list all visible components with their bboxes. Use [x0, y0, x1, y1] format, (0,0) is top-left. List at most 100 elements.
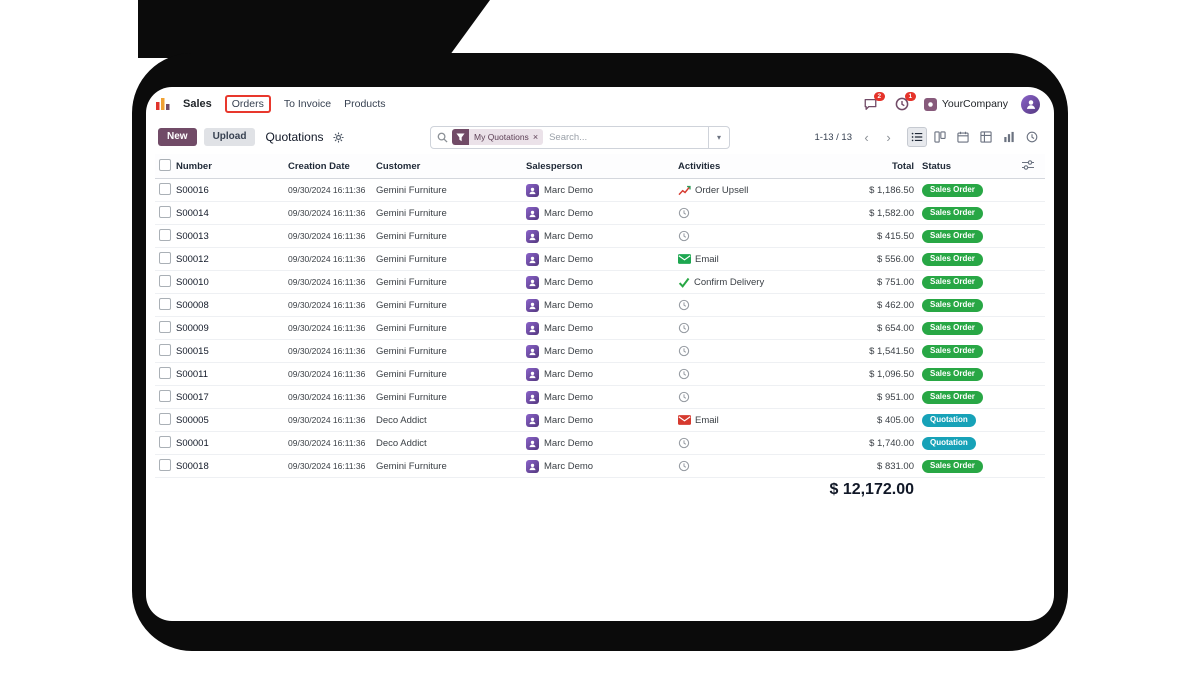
- cell-activity[interactable]: [675, 391, 819, 403]
- view-activity-button[interactable]: [1022, 127, 1042, 147]
- actions-gear-icon[interactable]: [331, 131, 346, 143]
- cell-activity[interactable]: Email: [675, 415, 819, 426]
- table-row[interactable]: S00018 09/30/2024 16:11:36 Gemini Furnit…: [155, 455, 1045, 478]
- table-row[interactable]: S00010 09/30/2024 16:11:36 Gemini Furnit…: [155, 271, 1045, 294]
- row-select-cell: [155, 366, 173, 382]
- column-header-total[interactable]: Total: [892, 160, 914, 172]
- row-checkbox[interactable]: [159, 320, 171, 333]
- table-row[interactable]: S00017 09/30/2024 16:11:36 Gemini Furnit…: [155, 386, 1045, 409]
- cell-customer: Gemini Furniture: [376, 230, 447, 242]
- view-calendar-button[interactable]: [953, 127, 973, 147]
- company-switcher[interactable]: YourCompany: [923, 97, 1008, 111]
- table-row[interactable]: S00015 09/30/2024 16:11:36 Gemini Furnit…: [155, 340, 1045, 363]
- row-checkbox[interactable]: [159, 435, 171, 448]
- search-input[interactable]: [543, 131, 708, 143]
- view-kanban-button[interactable]: [930, 127, 950, 147]
- table-row[interactable]: S00013 09/30/2024 16:11:36 Gemini Furnit…: [155, 225, 1045, 248]
- search-facet[interactable]: My Quotations ×: [452, 129, 544, 145]
- select-all-checkbox[interactable]: [159, 158, 171, 171]
- row-checkbox[interactable]: [159, 205, 171, 218]
- row-checkbox[interactable]: [159, 297, 171, 310]
- device-frame-accent: [138, 0, 490, 58]
- pager-range: 1-13 / 13: [814, 131, 853, 143]
- cell-activity[interactable]: [675, 345, 819, 357]
- pager-previous-button[interactable]: [859, 128, 874, 146]
- row-checkbox[interactable]: [159, 412, 171, 425]
- row-checkbox[interactable]: [159, 366, 171, 379]
- menu-item-to-invoice[interactable]: To Invoice: [283, 98, 332, 110]
- row-select-cell: [155, 320, 173, 336]
- cell-salesperson: Marc Demo: [523, 436, 675, 450]
- status-badge: Quotation: [922, 436, 976, 450]
- table-row[interactable]: S00001 09/30/2024 16:11:36 Deco Addict M…: [155, 432, 1045, 455]
- cell-activity[interactable]: [675, 207, 819, 219]
- search-dropdown-toggle-icon[interactable]: [708, 126, 729, 148]
- view-list-button[interactable]: [907, 127, 927, 147]
- salesperson-name: Marc Demo: [544, 276, 594, 288]
- view-pivot-button[interactable]: [976, 127, 996, 147]
- row-checkbox[interactable]: [159, 343, 171, 356]
- pager-next-button[interactable]: [881, 128, 896, 146]
- table-row[interactable]: S00012 09/30/2024 16:11:36 Gemini Furnit…: [155, 248, 1045, 271]
- cell-activity[interactable]: Order Upsell: [675, 185, 819, 196]
- cell-activity[interactable]: [675, 460, 819, 472]
- row-checkbox[interactable]: [159, 228, 171, 241]
- cell-activity[interactable]: [675, 437, 819, 449]
- table-row[interactable]: S00016 09/30/2024 16:11:36 Gemini Furnit…: [155, 179, 1045, 202]
- row-checkbox[interactable]: [159, 389, 171, 402]
- activity-clock-icon: [678, 391, 690, 403]
- confirm-delivery-check-icon: [678, 277, 690, 288]
- column-header-salesperson[interactable]: Salesperson: [526, 160, 583, 172]
- cell-activity[interactable]: [675, 230, 819, 242]
- cell-activity[interactable]: [675, 322, 819, 334]
- control-panel-right: 1-13 / 13: [815, 127, 1043, 147]
- table-row[interactable]: S00011 09/30/2024 16:11:36 Gemini Furnit…: [155, 363, 1045, 386]
- new-button[interactable]: New: [158, 128, 197, 146]
- upload-button[interactable]: Upload: [203, 128, 256, 146]
- view-switcher: [907, 127, 1042, 147]
- table-row[interactable]: S00014 09/30/2024 16:11:36 Gemini Furnit…: [155, 202, 1045, 225]
- cell-activity[interactable]: Confirm Delivery: [675, 277, 819, 288]
- cell-activity[interactable]: [675, 368, 819, 380]
- cell-total: $ 1,096.50: [869, 368, 914, 380]
- salesperson-name: Marc Demo: [544, 299, 594, 311]
- row-checkbox[interactable]: [159, 251, 171, 264]
- cell-creation-date: 09/30/2024 16:11:36: [288, 438, 366, 448]
- salesperson-avatar: [526, 206, 539, 220]
- row-checkbox[interactable]: [159, 182, 171, 195]
- column-header-customer[interactable]: Customer: [376, 160, 421, 172]
- table-row[interactable]: S00009 09/30/2024 16:11:36 Gemini Furnit…: [155, 317, 1045, 340]
- cell-creation-date: 09/30/2024 16:11:36: [288, 300, 366, 310]
- row-checkbox[interactable]: [159, 274, 171, 287]
- table-row[interactable]: S00008 09/30/2024 16:11:36 Gemini Furnit…: [155, 294, 1045, 317]
- activities-icon[interactable]: 1: [893, 91, 916, 113]
- salesperson-name: Marc Demo: [544, 368, 594, 380]
- column-header-creation-date[interactable]: Creation Date: [288, 160, 350, 172]
- menu-item-orders[interactable]: Orders: [224, 95, 271, 113]
- cell-activity[interactable]: [675, 299, 819, 311]
- app-name-sales[interactable]: Sales: [183, 98, 212, 110]
- messages-icon[interactable]: 2: [862, 91, 885, 113]
- column-header-number[interactable]: Number: [176, 160, 212, 172]
- cell-customer: Gemini Furniture: [376, 345, 447, 357]
- cell-activity[interactable]: Email: [675, 254, 819, 265]
- column-options-icon[interactable]: [1022, 159, 1034, 170]
- row-select-cell: [155, 251, 173, 267]
- menu-item-products[interactable]: Products: [344, 98, 386, 110]
- table-row[interactable]: S00005 09/30/2024 16:11:36 Deco Addict M…: [155, 409, 1045, 432]
- row-select-cell: [155, 274, 173, 290]
- apps-menu-icon[interactable]: [156, 98, 170, 110]
- salesperson-avatar: [526, 275, 539, 289]
- cell-creation-date: 09/30/2024 16:11:36: [288, 346, 366, 356]
- email-envelope-icon: [678, 415, 691, 425]
- remove-facet-icon[interactable]: ×: [532, 132, 539, 142]
- user-avatar[interactable]: [1021, 94, 1040, 114]
- cell-number: S00009: [176, 322, 209, 334]
- status-badge: Quotation: [922, 413, 976, 427]
- column-header-status[interactable]: Status: [922, 160, 952, 172]
- column-header-activities[interactable]: Activities: [678, 160, 721, 172]
- activity-label: Email: [695, 414, 719, 426]
- row-checkbox[interactable]: [159, 458, 171, 471]
- view-graph-button[interactable]: [999, 127, 1019, 147]
